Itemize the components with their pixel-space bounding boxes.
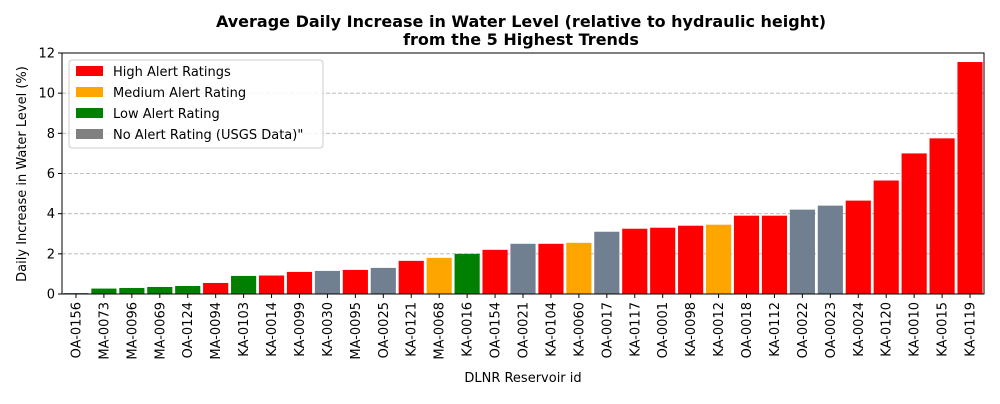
x-tick-label: OA-0021 bbox=[517, 302, 532, 358]
legend: High Alert Ratings Medium Alert Rating Low… bbox=[68, 59, 324, 149]
x-tick-label: KA-0119 bbox=[964, 302, 979, 357]
x-tick-label: KA-0121 bbox=[405, 302, 420, 357]
x-tick-label: KA-0120 bbox=[880, 302, 895, 357]
y-tick-label: 6 bbox=[47, 167, 55, 182]
x-axis: OA-0156 MA-0073 MA-0096 MA-0069 OA-0124 MA-00… bbox=[69, 294, 979, 360]
x-tick-label: KA-0104 bbox=[544, 302, 559, 357]
x-tick-label: OA-0124 bbox=[181, 302, 196, 358]
legend-label-high: High Alert Ratings bbox=[113, 65, 231, 80]
x-tick-label: OA-0156 bbox=[69, 302, 84, 358]
x-tick-label: MA-0073 bbox=[97, 302, 112, 360]
x-tick-label: MA-0094 bbox=[209, 302, 224, 360]
y-tick-label: 2 bbox=[47, 247, 55, 262]
bar-ka-0060 bbox=[566, 242, 592, 294]
bar-oa-0022 bbox=[789, 209, 815, 294]
bar-ka-0014 bbox=[258, 275, 285, 294]
y-tick-label: 8 bbox=[47, 127, 55, 142]
legend-swatch-none bbox=[76, 129, 103, 139]
x-tick-label: KA-0099 bbox=[293, 302, 308, 357]
bar-ka-0098 bbox=[678, 225, 704, 294]
legend-swatch-low bbox=[76, 108, 103, 118]
bar-ka-0024 bbox=[845, 200, 871, 294]
bar-ka-0104 bbox=[538, 243, 564, 294]
bar-oa-0124 bbox=[175, 285, 201, 294]
bar-ma-0096 bbox=[119, 287, 145, 294]
bar-ma-0094 bbox=[203, 282, 229, 294]
bar-oa-0156 bbox=[63, 292, 89, 294]
x-tick-label: KA-0015 bbox=[936, 302, 951, 357]
x-tick-label: KA-0098 bbox=[684, 302, 699, 357]
x-tick-label: OA-0001 bbox=[656, 302, 671, 358]
x-tick-label: MA-0069 bbox=[153, 302, 168, 360]
x-tick-label: OA-0018 bbox=[740, 302, 755, 358]
chart-title: Average Daily Increase in Water Level (r… bbox=[216, 12, 826, 31]
bar-ma-0095 bbox=[342, 269, 368, 294]
x-tick-label: OA-0017 bbox=[600, 302, 615, 358]
bar-ka-0010 bbox=[901, 153, 927, 294]
bar-oa-0017 bbox=[594, 231, 620, 294]
x-tick-label: OA-0023 bbox=[824, 302, 839, 358]
x-tick-label: KA-0010 bbox=[908, 302, 923, 357]
bar-oa-0018 bbox=[733, 215, 760, 294]
bar-ma-0069 bbox=[147, 286, 173, 294]
bar-ka-0012 bbox=[706, 224, 732, 294]
y-axis-label: Daily Increase in Water Level (%) bbox=[15, 66, 30, 282]
bar-ka-0112 bbox=[761, 215, 788, 294]
bar-ka-0015 bbox=[929, 138, 955, 294]
x-tick-label: KA-0103 bbox=[237, 302, 252, 357]
bar-ka-0103 bbox=[231, 275, 257, 294]
bar-ka-0117 bbox=[622, 228, 648, 294]
y-tick-label: 10 bbox=[38, 87, 55, 102]
y-tick-label: 0 bbox=[47, 288, 55, 303]
legend-label-medium: Medium Alert Rating bbox=[113, 86, 246, 101]
x-axis-label: DLNR Reservoir id bbox=[464, 371, 581, 386]
x-tick-label: MA-0096 bbox=[125, 302, 140, 360]
legend-label-low: Low Alert Rating bbox=[113, 107, 220, 122]
bar-oa-0023 bbox=[817, 205, 843, 294]
x-tick-label: OA-0154 bbox=[489, 302, 504, 358]
bar-oa-0154 bbox=[482, 249, 508, 294]
y-axis: 0 2 4 6 8 10 12 bbox=[38, 47, 62, 303]
bars bbox=[63, 62, 983, 294]
x-tick-label: KA-0112 bbox=[768, 302, 783, 357]
bar-ka-0119 bbox=[957, 62, 983, 294]
x-tick-label: KA-0014 bbox=[265, 302, 280, 357]
bar-oa-0025 bbox=[370, 267, 396, 294]
y-tick-label: 4 bbox=[47, 207, 55, 222]
bar-oa-0001 bbox=[650, 227, 676, 294]
x-tick-label: KA-0030 bbox=[321, 302, 336, 357]
y-tick-label: 12 bbox=[38, 47, 55, 62]
x-tick-label: KA-0012 bbox=[712, 302, 727, 357]
x-tick-label: KA-0024 bbox=[852, 302, 867, 357]
legend-swatch-medium bbox=[76, 87, 103, 97]
bar-ka-0016 bbox=[454, 253, 480, 294]
chart-subtitle: from the 5 Highest Trends bbox=[403, 30, 639, 49]
x-tick-label: OA-0025 bbox=[377, 302, 392, 358]
bar-ka-0099 bbox=[286, 271, 313, 294]
x-tick-label: OA-0022 bbox=[796, 302, 811, 358]
bar-ka-0120 bbox=[873, 180, 899, 294]
bar-ka-0030 bbox=[314, 270, 340, 294]
x-tick-label: MA-0095 bbox=[349, 302, 364, 360]
bar-ka-0121 bbox=[398, 260, 424, 294]
x-tick-label: KA-0060 bbox=[572, 302, 587, 357]
legend-label-none: No Alert Rating (USGS Data)" bbox=[113, 128, 303, 143]
bar-ma-0073 bbox=[91, 288, 117, 294]
x-tick-label: KA-0117 bbox=[628, 302, 643, 357]
bar-ma-0068 bbox=[426, 257, 452, 294]
bar-oa-0021 bbox=[510, 243, 536, 294]
legend-swatch-high bbox=[76, 66, 103, 76]
legend-frame bbox=[68, 59, 324, 149]
x-tick-label: KA-0016 bbox=[461, 302, 476, 357]
x-tick-label: MA-0068 bbox=[433, 302, 448, 360]
